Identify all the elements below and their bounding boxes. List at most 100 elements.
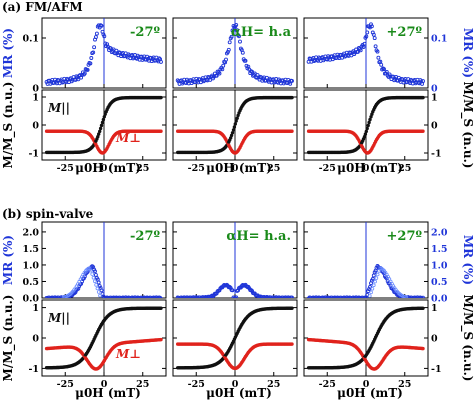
- mr-point: [214, 73, 219, 78]
- m-ylabel-right-spinvalve: M/M_S (n.u.): [460, 295, 474, 382]
- mr-point: [217, 288, 222, 293]
- mr-point: [417, 296, 422, 298]
- mr-point: [252, 71, 257, 76]
- mr-point: [124, 296, 129, 298]
- mr-point: [364, 34, 369, 39]
- mr-point: [103, 296, 108, 298]
- mr-series-fmafm-2: [306, 22, 425, 86]
- mr-point: [238, 39, 242, 44]
- m-par-point: [362, 135, 367, 139]
- mr-point: [115, 296, 120, 298]
- mr-point-branch: [89, 268, 93, 273]
- mr-point: [325, 296, 330, 298]
- m-series-fmafm-0: [44, 95, 163, 155]
- mr-point: [88, 61, 93, 66]
- mr-point: [82, 71, 87, 76]
- mr-ytick-label-r-fmafm-1: 0.1: [431, 34, 448, 45]
- xtick-label-spinvalve-2-2: 25: [398, 379, 411, 390]
- mr-point: [153, 296, 158, 298]
- mr-ytick-label-spinvalve-4: 2.0: [22, 227, 39, 238]
- mr-ytick-label-spinvalve-2: 1.0: [22, 260, 39, 271]
- mr-point-branch: [95, 286, 100, 291]
- mr-point: [52, 296, 57, 298]
- panel-label-spinvalve-1: αH= h.a.: [226, 229, 291, 244]
- xtick-label-spinvalve-2-1: 0: [363, 379, 370, 390]
- xtick-label-spinvalve-1-2: 25: [267, 379, 280, 390]
- mr-series-fmafm-0: [44, 23, 163, 86]
- m-ytick-label-r-spinvalve-1: 0: [431, 334, 438, 345]
- mr-point: [250, 289, 255, 293]
- mr-point: [122, 296, 127, 298]
- mr-series-spinvalve-1: [175, 282, 294, 298]
- section-a-title: (a) FM/AFM: [2, 0, 83, 14]
- m-perp-point: [159, 337, 163, 342]
- xtick-label-fmafm-1-0: -25: [188, 163, 205, 174]
- m-par-point: [421, 306, 425, 310]
- m-par-label-fmafm: M||: [47, 101, 70, 115]
- m-par-point: [421, 95, 425, 100]
- panel-label-spinvalve-2: +27º: [387, 229, 423, 244]
- m-par-point: [364, 129, 368, 134]
- panel-label-fmafm-2: +27º: [387, 25, 423, 40]
- mr-point-branch: [373, 279, 377, 284]
- mr-point: [133, 296, 138, 298]
- xtick-label-fmafm-0-0: -25: [57, 163, 74, 174]
- m-perp-label-spinvalve: M⊥: [115, 347, 141, 361]
- mr-point: [63, 79, 68, 84]
- mr-point: [157, 56, 162, 61]
- xlabel-spinvalve-2: μ0H (mT): [337, 386, 403, 400]
- mr-point: [419, 295, 424, 298]
- mr-point: [421, 79, 425, 84]
- m-par-point: [230, 131, 235, 135]
- mr-point-branch: [98, 293, 102, 298]
- panel-label-fmafm-1: αH= h.a: [231, 25, 292, 40]
- mr-point: [201, 79, 206, 84]
- mr-point: [93, 272, 98, 277]
- m-ytick-label-spinvalve-0: -1: [28, 364, 39, 375]
- mr-point: [240, 50, 245, 55]
- m-par-point: [365, 126, 369, 131]
- mr-ytick-label-spinvalve-0: 0.0: [22, 294, 39, 305]
- mr-point: [250, 69, 255, 74]
- mr-point: [99, 23, 104, 28]
- mr-point: [336, 296, 341, 298]
- mr-point: [227, 40, 232, 45]
- panel-frames: [41, 17, 429, 377]
- xtick-label-fmafm-1-1: 0: [232, 163, 239, 174]
- mr-point: [355, 49, 360, 54]
- mr-ytick-label-spinvalve-1: 0.5: [22, 277, 39, 288]
- mr-point: [365, 30, 370, 35]
- mr-point: [361, 45, 366, 49]
- mr-point: [371, 32, 376, 37]
- mr-point: [217, 71, 222, 76]
- m-perp-point: [290, 129, 294, 133]
- mr-ylabel-right-fmafm: MR (%): [461, 28, 474, 78]
- mr-point: [214, 291, 219, 296]
- mr-point: [369, 22, 373, 27]
- xtick-label-fmafm-1-2: 25: [267, 163, 280, 174]
- mr-point: [135, 296, 139, 298]
- m-par-point: [102, 115, 107, 119]
- m-par-point: [99, 123, 104, 128]
- mr-point: [233, 296, 238, 298]
- mr-point: [155, 296, 160, 298]
- mr-point: [315, 296, 319, 298]
- mr-ytick-label-r-fmafm-0: 0: [431, 84, 438, 95]
- m-ytick-label-r-spinvalve-2: 1: [431, 303, 438, 314]
- mr-point: [366, 289, 371, 294]
- xtick-label-spinvalve-0-1: 0: [101, 379, 108, 390]
- xlabel-fmafm-2: μ0H (mT): [337, 161, 403, 175]
- xlabel-fmafm-1: μ0H (mT): [206, 161, 272, 175]
- mr-point: [362, 41, 367, 46]
- mr-point: [159, 296, 163, 298]
- mr-point: [158, 295, 163, 298]
- m-ylabel-right-fmafm: M/M_S (n.u.): [460, 82, 474, 169]
- m-par-point: [363, 132, 368, 136]
- mr-point: [343, 296, 348, 298]
- m-par-point: [367, 120, 371, 125]
- mr-point: [132, 296, 137, 298]
- mr-point: [306, 296, 311, 298]
- mr-point: [313, 296, 318, 298]
- m-series-fmafm-2: [306, 95, 425, 155]
